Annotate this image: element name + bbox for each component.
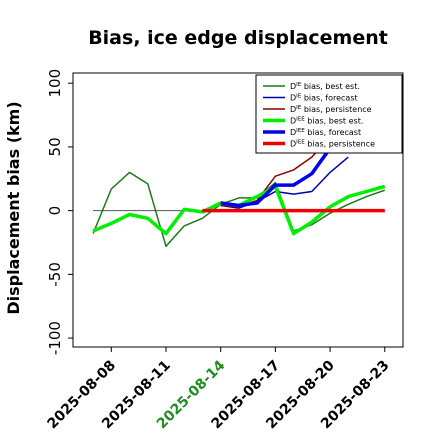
y-tick-label: 100	[46, 69, 64, 98]
legend-label: DIEE bias, persistence	[290, 140, 375, 149]
series-line-2	[220, 156, 349, 209]
legend-label: DIE bias, forecast	[290, 94, 358, 103]
legend-label: DIE bias, best est.	[290, 82, 360, 91]
y-tick-label: 0	[46, 206, 64, 216]
y-tick-label: 50	[46, 137, 64, 156]
series-line-5	[220, 147, 332, 208]
legend-label: DIEE bias, best est.	[290, 117, 363, 126]
legend-box	[255, 74, 403, 154]
legend: DIE bias, best est. DIE bias, forecast DIE…	[255, 74, 403, 154]
plot-frame	[72, 72, 404, 348]
legend-label: DIE bias, persistence	[290, 105, 372, 114]
legend-label: DIEE bias, forecast	[290, 128, 361, 137]
y-axis-label: Displacement bias (km)	[4, 101, 23, 314]
y-tick-label: -50	[46, 262, 64, 287]
plot-area	[92, 136, 386, 248]
chart-title: Bias, ice edge displacement	[88, 27, 388, 49]
y-tick-label: -100	[46, 321, 64, 355]
